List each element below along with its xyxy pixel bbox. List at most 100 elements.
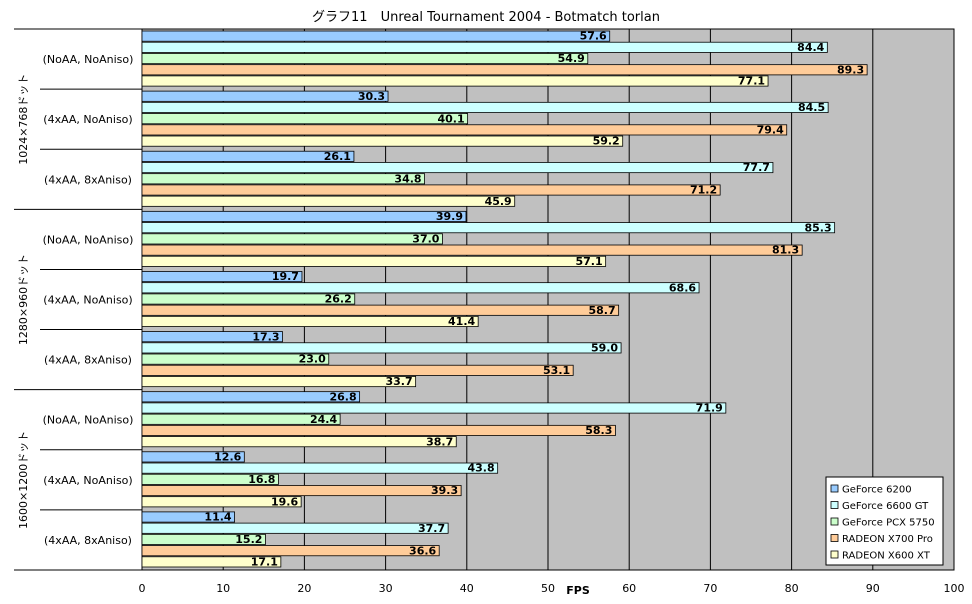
x-tick-label: 30 (379, 582, 393, 595)
data-label: 15.2 (235, 533, 262, 546)
data-label: 89.3 (837, 63, 864, 76)
bar (141, 556, 282, 568)
bar (141, 496, 302, 508)
data-label: 39.3 (431, 484, 458, 497)
data-label: 40.1 (437, 112, 464, 125)
data-label: 53.1 (543, 364, 570, 377)
legend-label: RADEON X600 XT (842, 551, 931, 562)
bar (141, 376, 417, 388)
bar (141, 271, 303, 283)
data-label: 26.8 (329, 390, 356, 403)
data-label: 68.6 (669, 281, 696, 294)
data-label: 43.8 (468, 462, 495, 475)
bar (141, 135, 624, 147)
bar (141, 402, 727, 414)
bar (141, 150, 355, 162)
data-label: 39.9 (436, 210, 463, 223)
data-label: 84.4 (797, 41, 824, 54)
category-label: (4xAA, NoAniso) (43, 113, 132, 126)
x-tick-label: 70 (703, 582, 717, 595)
data-label: 26.1 (324, 150, 351, 163)
data-label: 57.6 (580, 30, 607, 43)
data-label: 54.9 (558, 52, 585, 65)
category-axis: (NoAA, NoAniso) (4xAA, NoAniso) (4xAA, 8xA… (14, 28, 142, 571)
data-label: 81.3 (772, 244, 799, 257)
legend-swatch (830, 534, 839, 542)
legend-swatch (830, 501, 839, 509)
category-label: (4xAA, NoAniso) (43, 294, 132, 307)
data-label: 58.3 (585, 424, 612, 437)
bar (141, 391, 361, 403)
bar (141, 315, 479, 327)
x-tick-label: 50 (541, 582, 555, 595)
bar (141, 485, 462, 497)
category-label: (NoAA, NoAniso) (43, 233, 134, 246)
data-label: 37.7 (418, 522, 445, 535)
bar (141, 162, 774, 174)
bar (141, 342, 622, 354)
data-labels: 57.6 84.4 54.9 89.3 77.1 30.3 84.5 40.1 79.4 59.2… (204, 30, 864, 569)
bar (141, 473, 279, 485)
bar (141, 511, 235, 523)
bar (141, 282, 700, 294)
bar (141, 451, 245, 463)
bar (141, 222, 836, 234)
x-tick-label: 20 (297, 582, 311, 595)
category-label: (4xAA, NoAniso) (43, 474, 132, 487)
chart-title: グラフ11 Unreal Tournament 2004 - Botmatch … (312, 10, 660, 25)
legend-swatch (830, 550, 839, 559)
category-label: (4xAA, 8xAniso) (44, 173, 132, 186)
data-label: 33.7 (386, 375, 413, 388)
x-tick-label: 10 (216, 582, 230, 595)
data-label: 16.8 (248, 473, 275, 486)
data-label: 12.6 (214, 451, 241, 464)
data-label: 24.4 (310, 413, 337, 426)
bar (141, 364, 574, 376)
legend-swatch (830, 517, 839, 526)
value-axis: 0 10 20 30 40 50 60 70 80 90 100 (139, 582, 965, 595)
x-axis-label: FPS (566, 584, 590, 597)
data-label: 17.3 (252, 330, 279, 343)
bar (141, 124, 788, 136)
bar (141, 304, 620, 316)
bar (141, 184, 721, 196)
bar (141, 53, 589, 65)
legend: GeForce 6200 GeForce 6600 GT GeForce PCX 5… (825, 476, 944, 566)
x-tick-label: 60 (622, 582, 636, 595)
data-label: 58.7 (589, 304, 616, 317)
data-label: 19.7 (272, 270, 299, 283)
bar (141, 173, 425, 185)
bar (141, 195, 516, 207)
legend-label: GeForce 6200 (842, 485, 912, 496)
data-label: 71.9 (696, 402, 723, 415)
bar (141, 436, 457, 448)
bar (141, 353, 330, 365)
data-label: 85.3 (804, 221, 831, 234)
data-label: 45.9 (485, 195, 512, 208)
bar (141, 462, 499, 474)
bar (141, 413, 341, 425)
category-label: (NoAA, NoAniso) (43, 414, 134, 427)
x-tick-label: 100 (944, 582, 965, 595)
data-label: 71.2 (690, 184, 717, 197)
bar (141, 293, 356, 305)
data-label: 77.7 (743, 161, 770, 174)
bar (141, 113, 469, 125)
data-label: 38.7 (426, 435, 453, 448)
data-label: 19.6 (271, 495, 298, 508)
x-tick-label: 0 (139, 582, 146, 595)
bar (141, 255, 607, 267)
data-label: 59.2 (593, 135, 620, 148)
category-label: (4xAA, 8xAniso) (44, 534, 132, 547)
group-label: 1280×960ドット (17, 254, 30, 345)
legend-label: GeForce 6600 GT (842, 501, 929, 512)
bar (141, 101, 829, 113)
data-label: 17.1 (251, 556, 278, 569)
group-label: 1024×768ドット (17, 74, 30, 165)
data-label: 26.2 (325, 293, 352, 306)
x-tick-label: 90 (866, 582, 880, 595)
data-label: 34.8 (394, 172, 421, 185)
data-label: 37.0 (412, 233, 439, 246)
data-label: 23.0 (299, 353, 326, 366)
